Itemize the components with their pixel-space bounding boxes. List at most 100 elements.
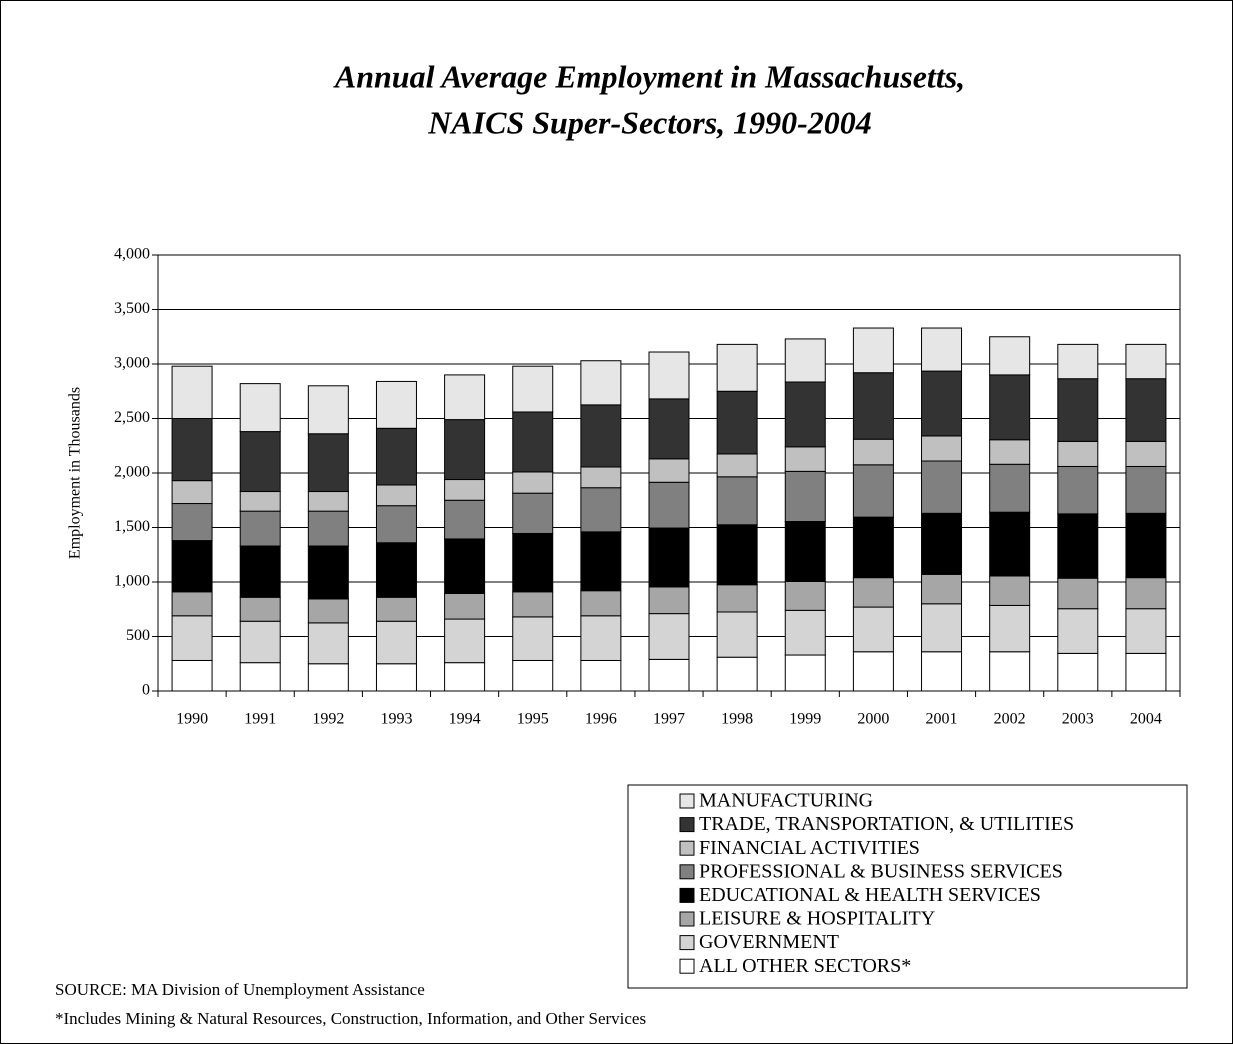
bar-segment <box>512 591 554 618</box>
bar-segment <box>171 591 213 617</box>
bar-segment <box>989 439 1031 465</box>
bar-segment <box>375 380 417 429</box>
x-tick-label: 1998 <box>721 711 753 728</box>
bar-segment <box>1125 608 1167 654</box>
bar-segment <box>444 419 486 481</box>
bar-segment <box>580 590 622 617</box>
legend-label: PROFESSIONAL & BUSINESS SERVICES <box>699 860 1063 882</box>
bar-segment <box>375 427 417 486</box>
bar-segment <box>1125 343 1167 380</box>
bar-segment <box>921 651 963 692</box>
bar-segment <box>921 573 963 605</box>
y-axis-label: Employment in Thousands <box>67 387 84 559</box>
bar-segment <box>1057 577 1099 610</box>
bar-segment <box>1125 440 1167 467</box>
bar-segment <box>852 438 894 466</box>
bar-segment <box>580 487 622 533</box>
bar-segment <box>239 596 281 622</box>
y-tick-label: 1,000 <box>114 573 150 590</box>
bar-segment <box>784 446 826 472</box>
bar-segment <box>1057 513 1099 579</box>
bar-segment <box>852 651 894 692</box>
footnote: *Includes Mining & Natural Resources, Co… <box>55 1009 646 1028</box>
bar-segment <box>307 433 349 493</box>
bar-segment <box>1125 512 1167 579</box>
bar-segment <box>307 491 349 512</box>
bar-segment <box>921 603 963 653</box>
bar-segment <box>852 372 894 440</box>
bar-segment <box>512 659 554 692</box>
x-tick-label: 1996 <box>585 711 617 728</box>
bar-segment <box>375 505 417 544</box>
bar-segment <box>307 598 349 624</box>
bar-segment <box>171 659 213 692</box>
x-tick-label: 1994 <box>449 711 481 728</box>
bar-segment <box>921 370 963 437</box>
x-tick-label: 1990 <box>176 711 208 728</box>
y-tick-label: 3,500 <box>114 300 150 317</box>
bar-segment <box>580 404 622 468</box>
bar-segment <box>1057 440 1099 467</box>
legend-label: LEISURE & HOSPITALITY <box>699 908 935 930</box>
bar-segment <box>1057 378 1099 442</box>
x-tick-label: 2002 <box>994 711 1026 728</box>
bar-segment <box>784 521 826 582</box>
bar-segment <box>171 540 213 593</box>
bar-segment <box>989 336 1031 376</box>
bar-segment <box>239 431 281 493</box>
bar-segment <box>375 620 417 665</box>
bar-segment <box>648 527 690 588</box>
bar-segment <box>648 613 690 660</box>
bar-segment <box>648 586 690 615</box>
y-tick-label: 3,000 <box>114 355 150 372</box>
bar-segment <box>784 609 826 656</box>
x-tick-label: 2000 <box>857 711 889 728</box>
bar-segment <box>307 510 349 547</box>
bar-segment <box>375 596 417 622</box>
bar-segment <box>716 390 758 455</box>
x-tick-label: 1999 <box>789 711 821 728</box>
bar-segment <box>852 327 894 374</box>
legend-swatch <box>679 817 695 833</box>
bar-segment <box>580 659 622 692</box>
y-tick-label: 500 <box>126 627 150 644</box>
bar-segment <box>239 510 281 547</box>
bar-segment <box>921 327 963 372</box>
bar-segment <box>784 470 826 523</box>
bar-segment <box>648 658 690 692</box>
bar-segment <box>444 479 486 501</box>
bar-segment <box>444 662 486 692</box>
legend-swatch <box>679 911 695 927</box>
bar-segment <box>580 531 622 592</box>
y-tick-label: 1,500 <box>114 518 150 535</box>
bar-segment <box>716 476 758 526</box>
legend-label: GOVERNMENT <box>699 931 839 953</box>
bar-segment <box>852 577 894 608</box>
bar-segment <box>444 592 486 620</box>
bar-segment <box>307 663 349 692</box>
x-tick-label: 2003 <box>1062 711 1094 728</box>
legend-label: EDUCATIONAL & HEALTH SERVICES <box>699 884 1041 906</box>
chart-title: Annual Average Employment in Massachuset… <box>333 58 965 94</box>
bar-segment <box>580 615 622 661</box>
bar-segment <box>852 516 894 579</box>
bar-segment <box>1057 465 1099 515</box>
bar-segment <box>171 365 213 419</box>
bar-segment <box>1057 343 1099 380</box>
bar-segment <box>989 604 1031 653</box>
legend-label: TRADE, TRANSPORTATION, & UTILITIES <box>699 813 1074 835</box>
y-tick-label: 2,000 <box>114 464 150 481</box>
legend-label: FINANCIAL ACTIVITIES <box>699 837 920 859</box>
bar-segment <box>171 418 213 482</box>
source-note: SOURCE: MA Division of Unemployment Assi… <box>55 980 425 999</box>
bar-segment <box>921 512 963 575</box>
bar-segment <box>648 481 690 529</box>
bar-segment <box>852 464 894 518</box>
bar-segment <box>512 532 554 593</box>
legend-label: ALL OTHER SECTORS* <box>699 955 911 977</box>
bar-segment <box>1125 577 1167 610</box>
bar-segment <box>716 584 758 613</box>
y-tick-label: 2,500 <box>114 409 150 426</box>
legend-swatch <box>679 958 695 974</box>
